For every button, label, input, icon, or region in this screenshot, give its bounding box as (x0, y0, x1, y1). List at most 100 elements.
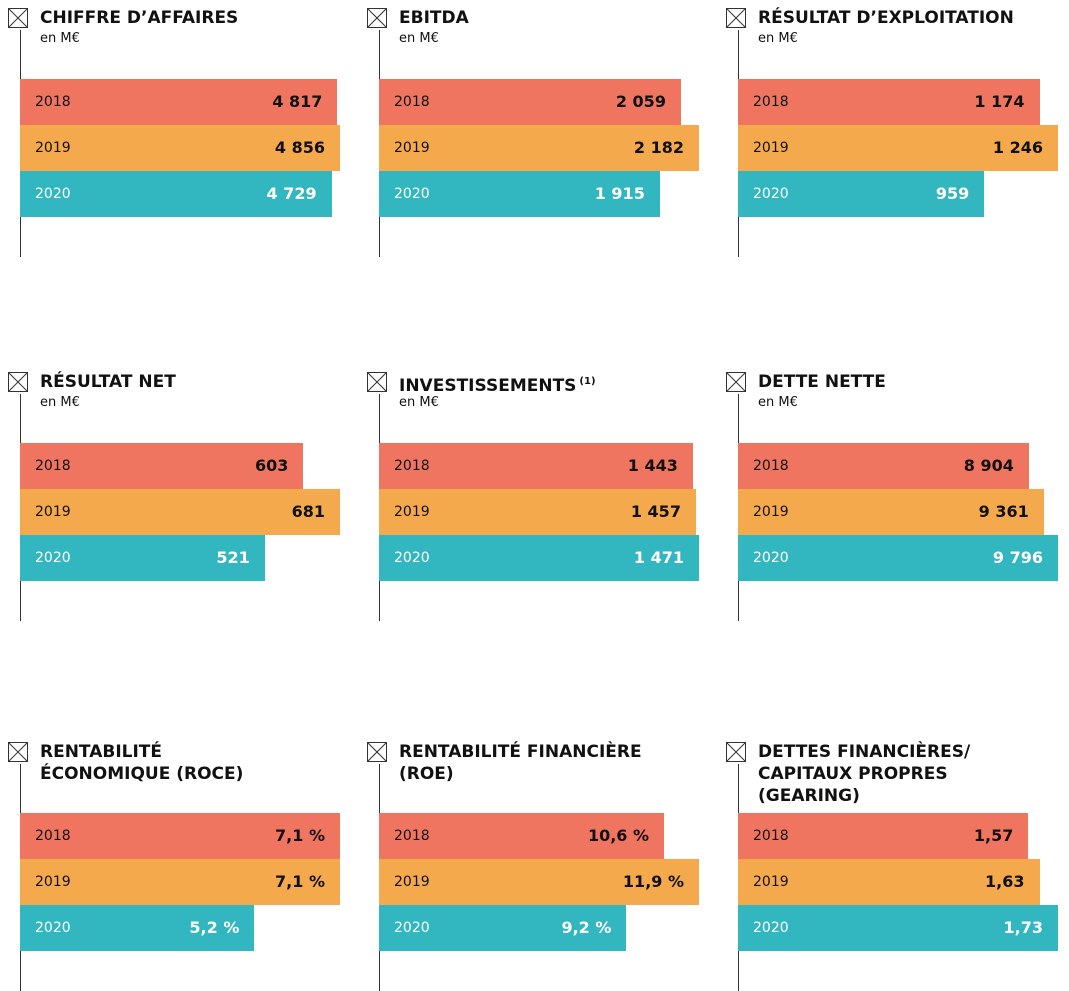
bar (738, 171, 985, 217)
category-label: 2019 (394, 504, 430, 520)
chart-title: RENTABILITÉ (40, 742, 163, 762)
chart-title: RENTABILITÉ FINANCIÈRE (399, 742, 642, 762)
icon-x (726, 372, 746, 392)
value-label: 603 (254, 456, 289, 475)
category-label: 2019 (35, 874, 71, 890)
value-label: 4 856 (274, 138, 325, 157)
chart-subtitle: en M€ (758, 395, 798, 410)
chart-title: DETTES FINANCIÈRES/ (758, 742, 971, 762)
icon-x (8, 372, 28, 392)
chart-title: ÉCONOMIQUE (ROCE) (40, 764, 244, 784)
bar (379, 79, 681, 125)
chart-subtitle: en M€ (40, 31, 80, 46)
bar (379, 859, 699, 905)
chart-title: INVESTISSEMENTS (1) (399, 376, 596, 396)
category-label: 2020 (753, 186, 789, 202)
icon-x (8, 742, 28, 762)
category-label: 2018 (753, 94, 789, 110)
bar (379, 905, 627, 951)
category-label: 2020 (394, 186, 430, 202)
category-label: 2018 (35, 828, 71, 844)
bar (20, 813, 340, 859)
category-label: 2019 (35, 504, 71, 520)
value-label: 2 059 (615, 92, 666, 111)
bar (20, 489, 340, 535)
chart-title: DETTE NETTE (758, 372, 886, 392)
value-label: 1,73 (1003, 918, 1043, 937)
bar (738, 859, 1040, 905)
value-label: 1 246 (992, 138, 1043, 157)
bar (20, 443, 304, 489)
category-label: 2018 (394, 828, 430, 844)
chart-subtitle: en M€ (399, 395, 439, 410)
value-label: 1,63 (985, 872, 1025, 891)
chart-title: (ROE) (399, 764, 454, 784)
bar (738, 813, 1029, 859)
value-label: 11,9 % (622, 872, 684, 891)
value-label: 9 796 (992, 548, 1043, 567)
chart-title: CAPITAUX PROPRES (758, 764, 948, 784)
chart-title: EBITDA (399, 8, 469, 28)
bar (20, 905, 255, 951)
category-label: 2018 (394, 94, 430, 110)
category-label: 2019 (394, 140, 430, 156)
bar (379, 535, 699, 581)
icon-x (367, 742, 387, 762)
category-label: 2020 (394, 920, 430, 936)
chart-subtitle: en M€ (399, 31, 439, 46)
icon-x (726, 742, 746, 762)
value-label: 5,2 % (189, 918, 240, 937)
bar (20, 171, 332, 217)
icon (726, 372, 746, 392)
bar (738, 125, 1058, 171)
value-label: 1,57 (973, 826, 1014, 845)
icon-x (367, 372, 387, 392)
value-label: 681 (291, 502, 325, 521)
icon-x (367, 8, 387, 28)
bar (379, 171, 660, 217)
chart-title: RÉSULTAT D’EXPLOITATION (758, 8, 1014, 28)
category-label: 2020 (35, 186, 71, 202)
bar (20, 535, 265, 581)
value-label: 4 817 (272, 92, 323, 111)
icon (8, 742, 28, 762)
bar (379, 443, 693, 489)
category-label: 2019 (394, 874, 430, 890)
bar (20, 79, 338, 125)
value-label: 1 457 (630, 502, 681, 521)
icon (8, 8, 28, 28)
category-label: 2019 (753, 504, 789, 520)
title-note: (1) (579, 376, 596, 387)
bar (379, 813, 665, 859)
value-label: 9 361 (978, 502, 1029, 521)
bar (738, 79, 1040, 125)
value-label: 521 (216, 548, 250, 567)
bar (738, 535, 1058, 581)
value-label: 1 443 (627, 456, 678, 475)
category-label: 2020 (753, 920, 789, 936)
category-label: 2018 (753, 828, 789, 844)
icon-x (726, 8, 746, 28)
bar (379, 125, 699, 171)
category-label: 2020 (753, 550, 789, 566)
value-label: 8 904 (963, 456, 1014, 475)
icon (8, 372, 28, 392)
value-label: 959 (935, 184, 970, 203)
icon (367, 372, 387, 392)
icon (726, 8, 746, 28)
value-label: 7,1 % (275, 872, 325, 891)
category-label: 2020 (35, 920, 71, 936)
value-label: 1 174 (974, 92, 1025, 111)
category-label: 2018 (35, 458, 71, 474)
category-label: 2019 (753, 874, 789, 890)
category-label: 2018 (753, 458, 789, 474)
category-label: 2018 (35, 94, 71, 110)
value-label: 1 471 (633, 548, 684, 567)
category-label: 2019 (753, 140, 789, 156)
chart-subtitle: en M€ (40, 395, 80, 410)
chart-title: CHIFFRE D’AFFAIRES (40, 8, 239, 28)
icon (367, 742, 387, 762)
bar (20, 859, 340, 905)
icon (367, 8, 387, 28)
